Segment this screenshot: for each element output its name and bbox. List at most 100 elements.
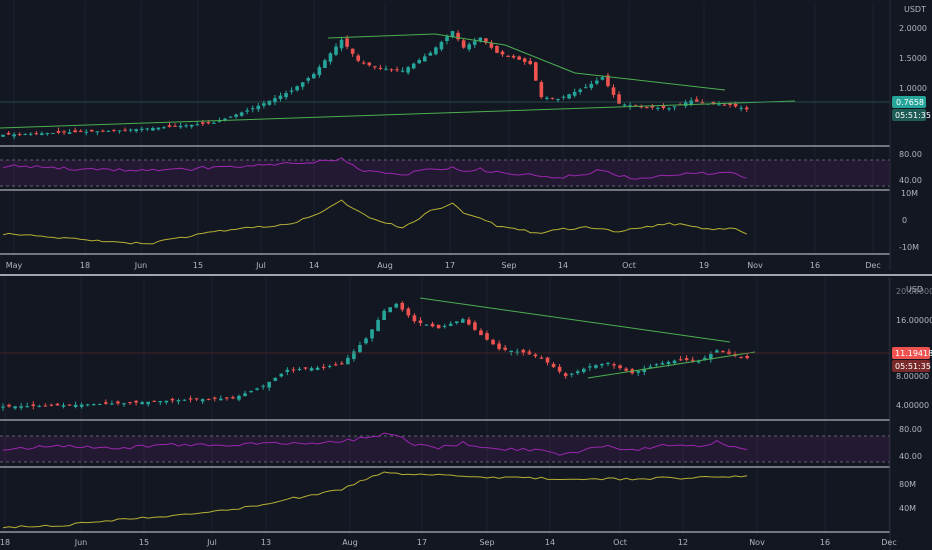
obv-line[interactable]	[2, 471, 748, 529]
candle-body[interactable]	[728, 103, 732, 106]
candle-body[interactable]	[489, 42, 494, 48]
candle-body[interactable]	[140, 402, 144, 405]
candle-body[interactable]	[484, 38, 488, 43]
candle-body[interactable]	[34, 133, 39, 135]
candle-body[interactable]	[739, 356, 743, 358]
candle-body[interactable]	[67, 404, 72, 406]
candle-body[interactable]	[661, 105, 666, 109]
candle-body[interactable]	[19, 406, 23, 408]
candle-body[interactable]	[95, 131, 100, 133]
candle-body[interactable]	[178, 125, 183, 128]
candle-body[interactable]	[217, 120, 222, 122]
candle-body[interactable]	[278, 95, 283, 99]
candle-body[interactable]	[194, 398, 199, 400]
candle-body[interactable]	[450, 31, 455, 37]
candle-body[interactable]	[101, 130, 105, 132]
candle-body[interactable]	[445, 36, 449, 42]
candle-body[interactable]	[85, 404, 90, 406]
candle-body[interactable]	[145, 128, 150, 130]
candle-body[interactable]	[327, 366, 332, 368]
candle-body[interactable]	[306, 78, 311, 81]
candle-body[interactable]	[434, 47, 438, 55]
candle-body[interactable]	[472, 41, 477, 45]
candle-body[interactable]	[545, 357, 550, 363]
candle-body[interactable]	[350, 48, 355, 54]
candle-body[interactable]	[167, 125, 172, 127]
candle-body[interactable]	[491, 339, 495, 345]
candle-body[interactable]	[73, 130, 77, 133]
candle-body[interactable]	[479, 330, 483, 336]
candle-body[interactable]	[448, 323, 453, 326]
candle-body[interactable]	[417, 60, 422, 64]
candle-body[interactable]	[370, 329, 374, 339]
candle-body[interactable]	[91, 404, 96, 406]
candle-body[interactable]	[694, 99, 699, 102]
candle-body[interactable]	[340, 363, 344, 365]
candle-body[interactable]	[151, 127, 155, 131]
candle-body[interactable]	[289, 90, 294, 92]
candle-body[interactable]	[334, 46, 338, 55]
candle-body[interactable]	[13, 406, 17, 409]
candle-body[interactable]	[500, 51, 505, 55]
candle-body[interactable]	[456, 32, 460, 40]
candle-body[interactable]	[378, 67, 383, 69]
candle-body[interactable]	[696, 361, 701, 363]
candle-body[interactable]	[317, 67, 322, 76]
candle-body[interactable]	[721, 350, 725, 353]
candle-body[interactable]	[612, 364, 616, 366]
candle-body[interactable]	[511, 55, 516, 58]
chart-2-time-axis[interactable]: 18 Jun 15 Jul 13 Aug 17 Sep 14 Oct 12 Nov 16 Dec	[0, 538, 897, 547]
candle-body[interactable]	[563, 373, 568, 377]
candle-body[interactable]	[656, 107, 660, 109]
candle-body[interactable]	[106, 130, 111, 132]
candle-body[interactable]	[436, 324, 441, 329]
candle-body[interactable]	[467, 44, 471, 50]
candle-body[interactable]	[189, 124, 194, 127]
candle-body[interactable]	[412, 315, 417, 322]
candle-body[interactable]	[212, 397, 217, 399]
rsi-line[interactable]	[2, 157, 747, 180]
candle-body[interactable]	[722, 104, 727, 106]
candle-body[interactable]	[123, 129, 127, 131]
candle-body[interactable]	[522, 58, 527, 62]
candle-body[interactable]	[228, 116, 233, 118]
candle-body[interactable]	[358, 345, 362, 353]
candle-body[interactable]	[645, 107, 649, 109]
candle-body[interactable]	[62, 131, 66, 133]
resistance-trendline-a[interactable]	[434, 33, 506, 46]
candle-body[interactable]	[700, 102, 705, 104]
candle-body[interactable]	[485, 333, 489, 340]
candle-body[interactable]	[352, 351, 356, 359]
candle-body[interactable]	[667, 108, 671, 110]
candle-body[interactable]	[284, 93, 288, 98]
candle-body[interactable]	[376, 320, 380, 332]
candle-body[interactable]	[509, 350, 513, 352]
candle-body[interactable]	[654, 364, 659, 366]
candle-body[interactable]	[400, 70, 405, 72]
candle-body[interactable]	[79, 404, 84, 407]
candle-body[interactable]	[273, 377, 278, 381]
candle-body[interactable]	[400, 302, 405, 310]
candle-body[interactable]	[442, 325, 447, 327]
candle-body[interactable]	[624, 368, 628, 371]
support-trendline[interactable]	[587, 351, 756, 379]
candle-body[interactable]	[745, 356, 749, 359]
candle-body[interactable]	[291, 369, 296, 371]
candle-body[interactable]	[184, 125, 188, 127]
candle-body[interactable]	[170, 398, 175, 401]
candle-body[interactable]	[237, 395, 241, 400]
candle-body[interactable]	[267, 381, 271, 388]
candle-body[interactable]	[104, 402, 108, 404]
candle-body[interactable]	[134, 129, 138, 132]
candle-body[interactable]	[473, 322, 477, 330]
candle-body[interactable]	[650, 105, 655, 108]
candle-body[interactable]	[28, 133, 33, 135]
candle-body[interactable]	[497, 343, 501, 349]
candle-body[interactable]	[606, 362, 610, 364]
candle-body[interactable]	[78, 130, 83, 132]
candle-body[interactable]	[315, 367, 320, 370]
candle-body[interactable]	[31, 404, 36, 406]
candle-body[interactable]	[182, 399, 187, 401]
candle-body[interactable]	[7, 404, 11, 407]
candle-body[interactable]	[61, 405, 66, 407]
